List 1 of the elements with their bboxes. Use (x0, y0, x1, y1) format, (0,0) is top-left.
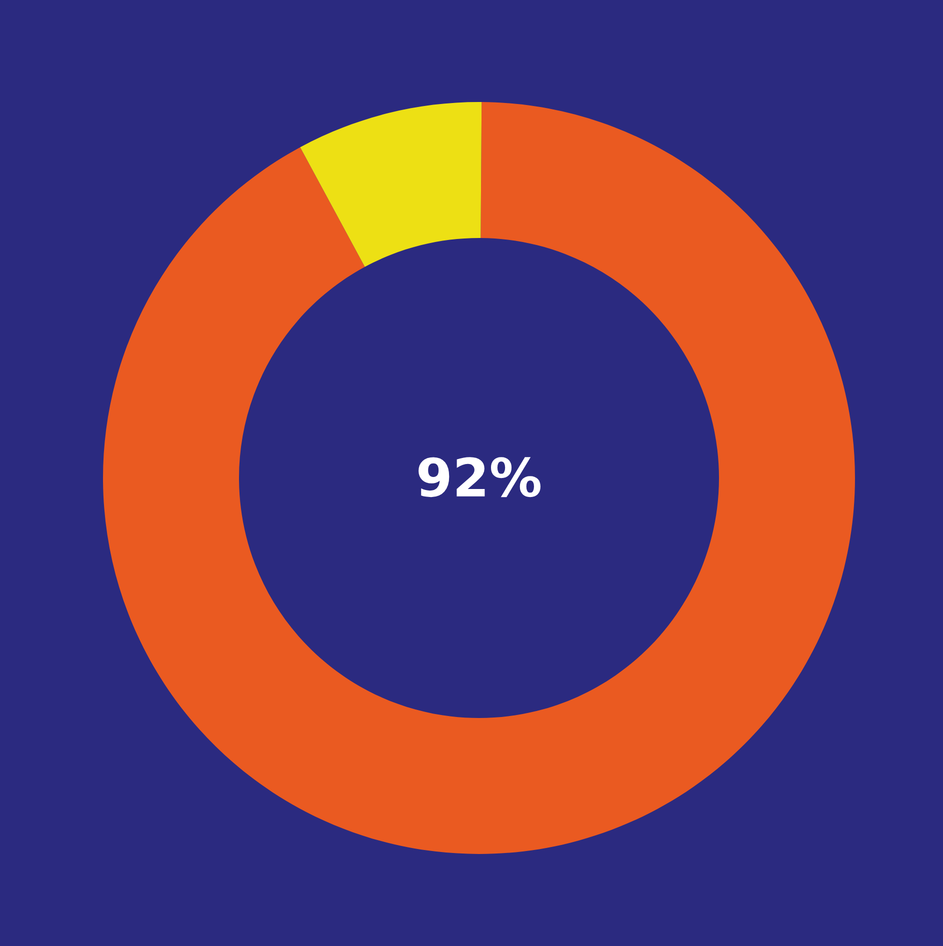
text: 92% (418, 457, 540, 498)
